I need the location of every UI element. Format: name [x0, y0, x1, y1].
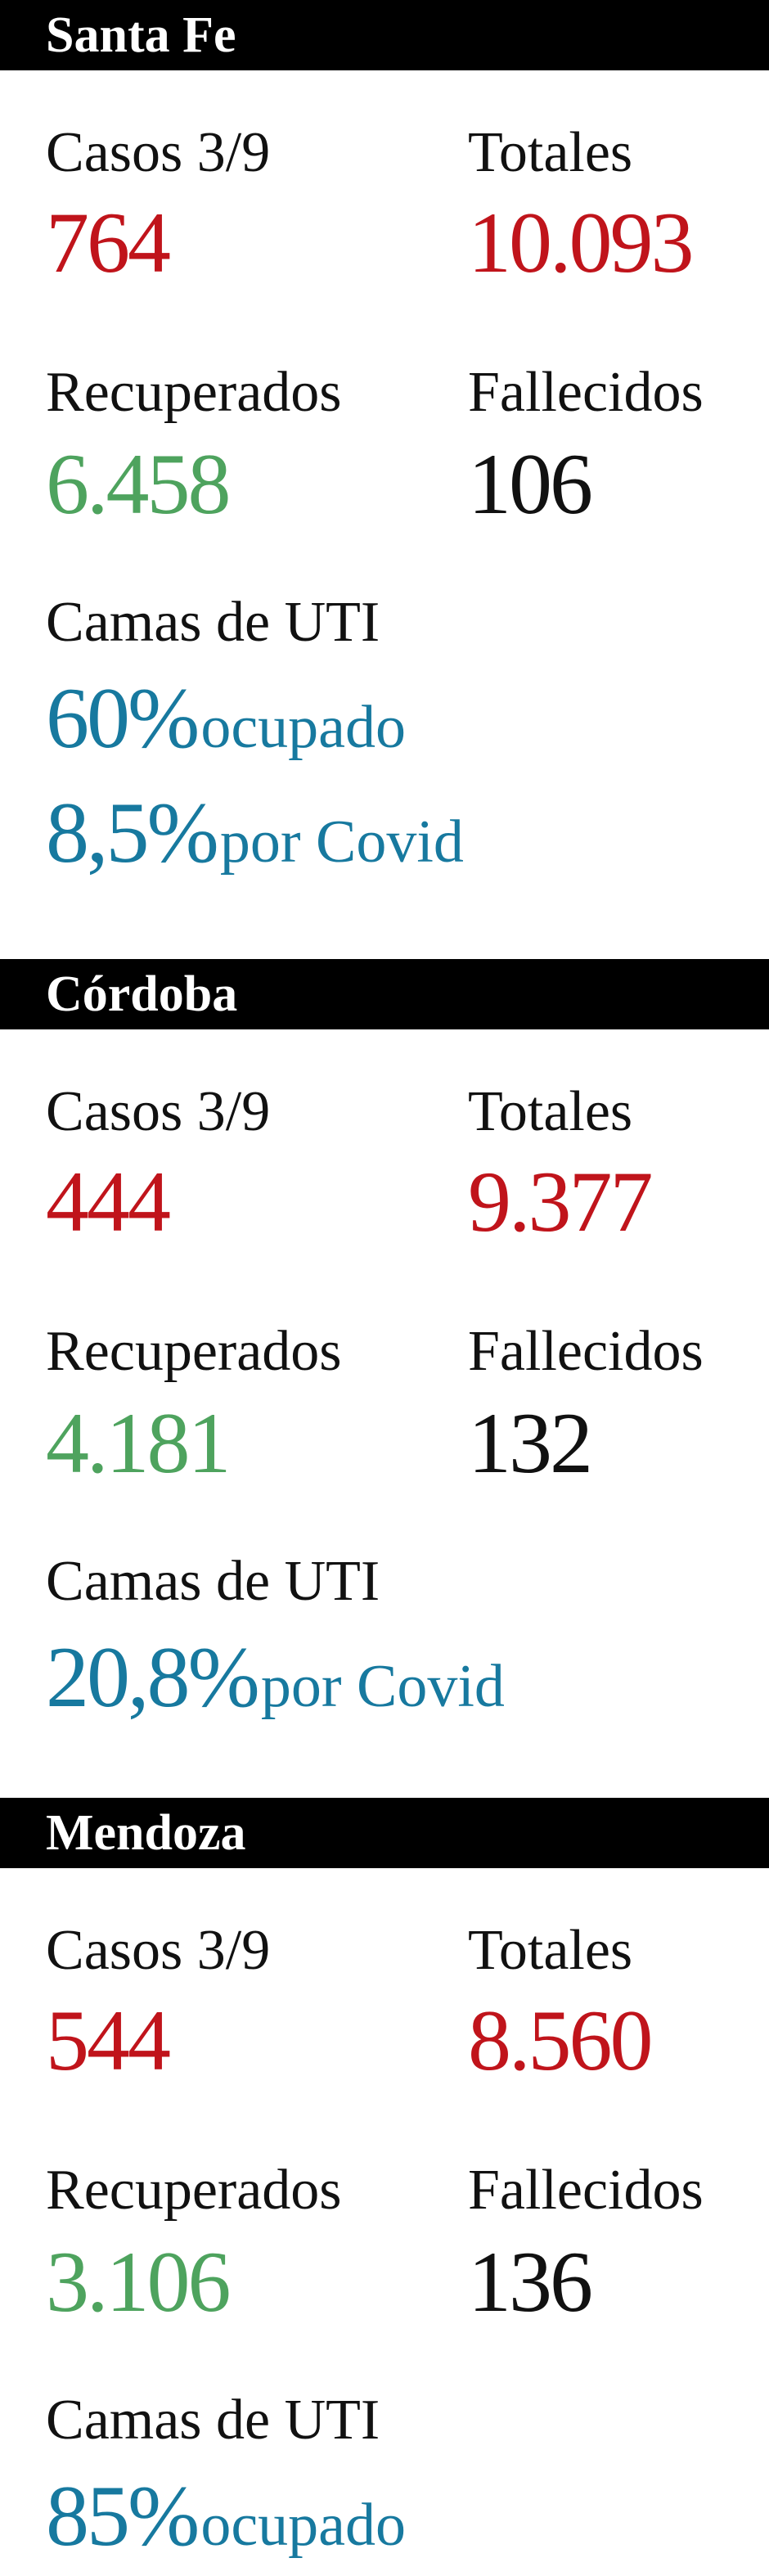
icu-value: 20,8% — [46, 1629, 260, 1725]
deaths-value: 106 — [468, 436, 593, 532]
section-title: Mendoza — [46, 1805, 246, 1861]
icu-label: Camas de UTI — [46, 2389, 380, 2452]
cases-value: 764 — [46, 195, 171, 290]
cases-label: Casos 3/9 — [46, 1919, 271, 1982]
cases-value: 444 — [46, 1154, 171, 1250]
deaths-label: Fallecidos — [468, 1320, 704, 1383]
deaths-value: 132 — [468, 1395, 593, 1491]
icu-text: por Covid — [219, 808, 464, 876]
recovered-value: 3.106 — [46, 2234, 231, 2330]
icu-value: 60% — [46, 670, 200, 766]
deaths-value: 136 — [468, 2234, 593, 2330]
total-value: 10.093 — [468, 195, 694, 290]
icu-text: ocupado — [200, 694, 407, 761]
recovered-value: 4.181 — [46, 1395, 231, 1491]
deaths-label: Fallecidos — [468, 2159, 704, 2222]
icu-text: por Covid — [260, 1653, 505, 1720]
total-value: 9.377 — [468, 1154, 653, 1250]
icu-label: Camas de UTI — [46, 1550, 380, 1613]
icu-label: Camas de UTI — [46, 591, 380, 654]
section-header: Mendoza — [0, 1798, 769, 1868]
total-label: Totales — [468, 1919, 633, 1982]
icu-value: 8,5% — [46, 785, 219, 880]
recovered-value: 6.458 — [46, 436, 231, 532]
section-header: Santa Fe — [0, 0, 769, 70]
total-label: Totales — [468, 1080, 633, 1143]
total-value: 8.560 — [468, 1993, 653, 2088]
icu-line: 8,5% por Covid — [46, 790, 464, 876]
icu-line: 85% ocupado — [46, 2473, 406, 2560]
section-title: Córdoba — [46, 966, 238, 1022]
cases-value: 544 — [46, 1993, 171, 2088]
icu-value: 85% — [46, 2468, 200, 2564]
recovered-label: Recuperados — [46, 2159, 342, 2222]
icu-line: 20,8% por Covid — [46, 1634, 505, 1721]
cases-label: Casos 3/9 — [46, 1080, 271, 1143]
cases-label: Casos 3/9 — [46, 121, 271, 184]
recovered-label: Recuperados — [46, 1320, 342, 1383]
section-header: Córdoba — [0, 959, 769, 1029]
total-label: Totales — [468, 121, 633, 184]
icu-text: ocupado — [200, 2492, 407, 2559]
section-title: Santa Fe — [46, 7, 236, 63]
recovered-label: Recuperados — [46, 361, 342, 424]
deaths-label: Fallecidos — [468, 361, 704, 424]
icu-line: 60% ocupado — [46, 675, 406, 762]
